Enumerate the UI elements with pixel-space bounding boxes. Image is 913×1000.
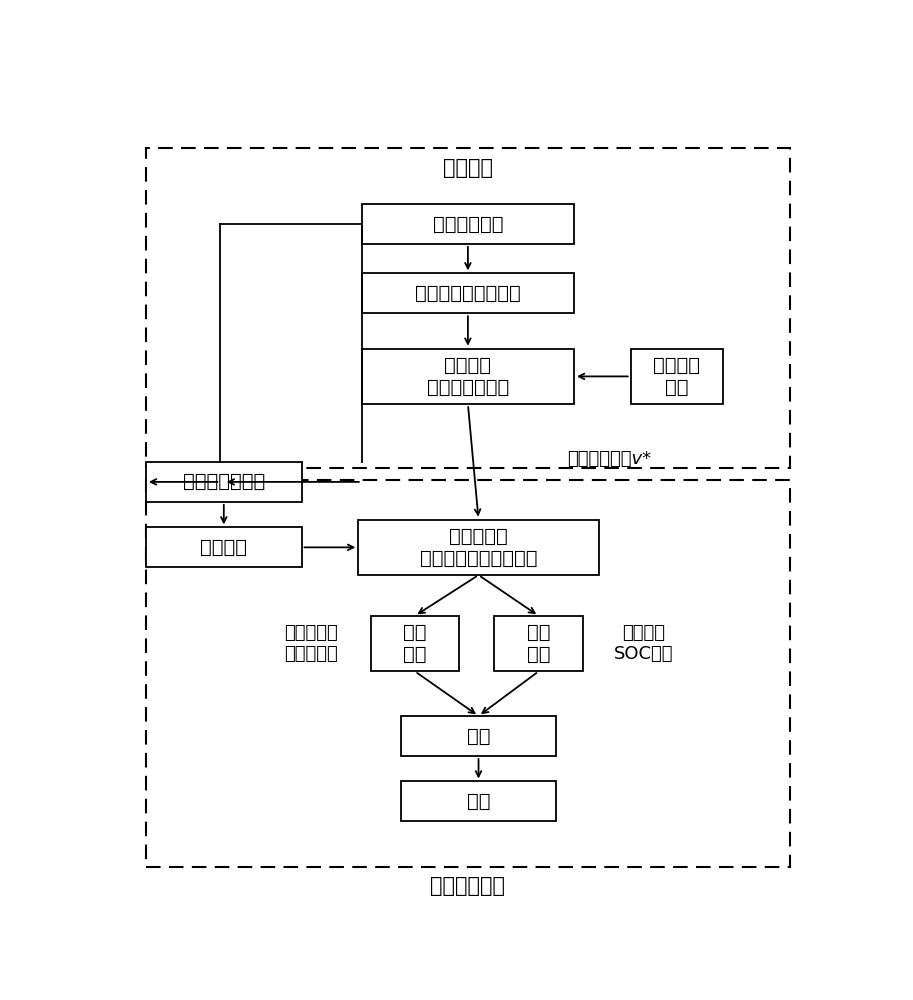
Text: 动力
电池: 动力 电池 (527, 623, 551, 664)
FancyBboxPatch shape (401, 781, 556, 821)
FancyBboxPatch shape (362, 204, 574, 244)
Text: 最优速度轨迹v*: 最优速度轨迹v* (567, 450, 651, 468)
Text: 道路交通
信息: 道路交通 信息 (653, 356, 700, 397)
FancyBboxPatch shape (146, 462, 301, 502)
Text: 车速规划: 车速规划 (443, 158, 493, 178)
Text: 整车能力管理: 整车能力管理 (430, 876, 506, 896)
Text: 车速规划
（动态规划等）: 车速规划 （动态规划等） (426, 356, 509, 397)
Text: 燃料
电池: 燃料 电池 (404, 623, 426, 664)
FancyBboxPatch shape (401, 716, 556, 756)
Text: 模型凸化: 模型凸化 (200, 538, 247, 557)
FancyBboxPatch shape (362, 349, 574, 404)
Text: 车辆动力学模型: 车辆动力学模型 (183, 472, 265, 491)
FancyBboxPatch shape (146, 527, 301, 567)
Text: 车辆: 车辆 (467, 792, 490, 811)
Text: 最优电池
SOC轨迹: 最优电池 SOC轨迹 (614, 624, 673, 663)
Text: 电机: 电机 (467, 726, 490, 746)
Text: 凸优化算法
（交替方向乘子法等）: 凸优化算法 （交替方向乘子法等） (420, 527, 537, 568)
Text: 车辆纵向动力学模型: 车辆纵向动力学模型 (415, 284, 520, 303)
FancyBboxPatch shape (358, 520, 599, 575)
Text: 最优燃料电
池功率轨迹: 最优燃料电 池功率轨迹 (284, 624, 338, 663)
FancyBboxPatch shape (362, 273, 574, 313)
FancyBboxPatch shape (495, 616, 582, 671)
FancyBboxPatch shape (371, 616, 459, 671)
Text: 车辆自身条件: 车辆自身条件 (433, 214, 503, 233)
FancyBboxPatch shape (631, 349, 723, 404)
